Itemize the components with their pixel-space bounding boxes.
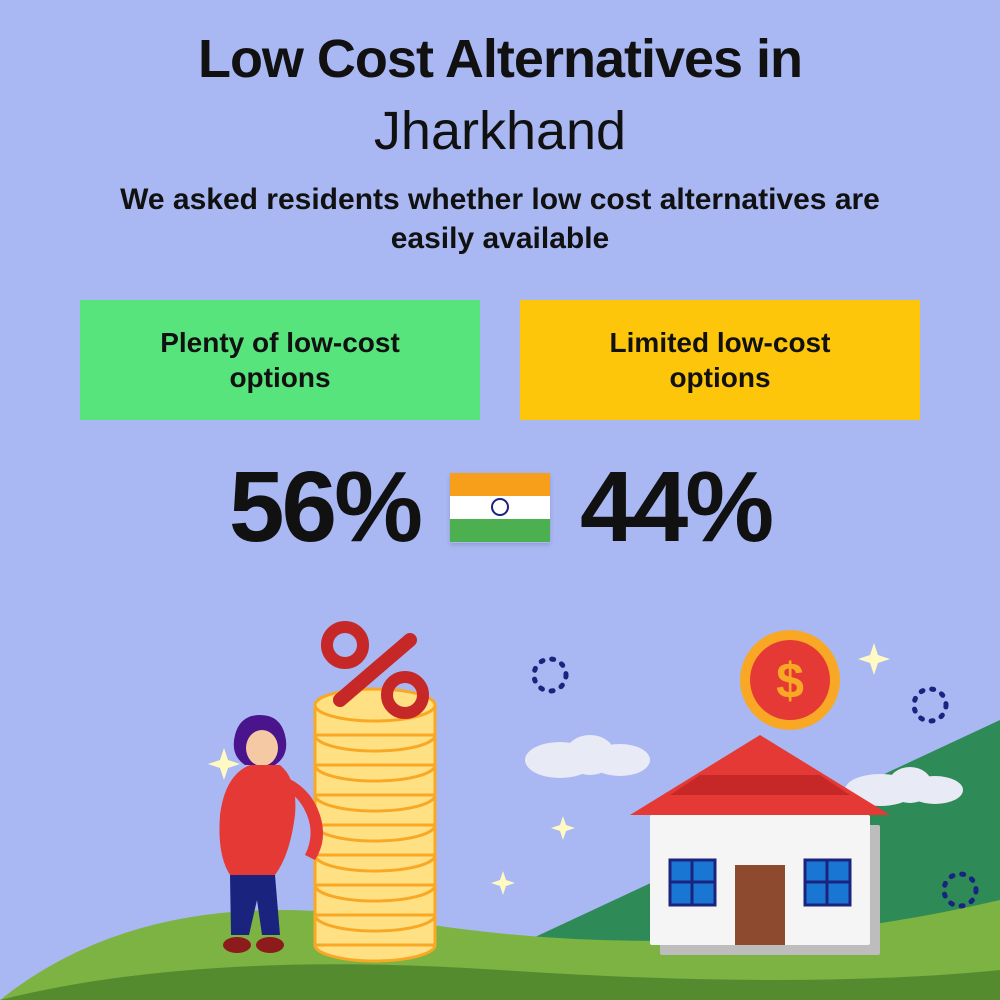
cloud-icon <box>525 735 650 778</box>
percent-row: 56% 44% <box>0 450 1000 565</box>
india-flag-icon <box>450 473 550 543</box>
illustration: $ <box>0 600 1000 1000</box>
title-line-2: Jharkhand <box>0 100 1000 162</box>
flag-saffron-stripe <box>450 473 550 496</box>
percent-plenty: 56% <box>229 450 420 565</box>
option-limited-label: Limited low-cost options <box>560 325 880 395</box>
svg-text:$: $ <box>776 653 804 709</box>
flag-green-stripe <box>450 519 550 542</box>
subtitle: We asked residents whether low cost alte… <box>100 180 900 258</box>
dollar-coin-icon: $ <box>740 630 840 730</box>
coin-stack-icon <box>315 689 435 961</box>
option-plenty-label: Plenty of low-cost options <box>120 325 440 395</box>
flag-white-stripe <box>450 496 550 519</box>
house-icon <box>630 735 890 955</box>
infographic-canvas: Low Cost Alternatives in Jharkhand We as… <box>0 0 1000 1000</box>
title-line-1: Low Cost Alternatives in <box>0 28 1000 90</box>
option-plenty: Plenty of low-cost options <box>80 300 480 420</box>
option-limited: Limited low-cost options <box>520 300 920 420</box>
percent-limited: 44% <box>580 450 771 565</box>
flag-chakra-icon <box>491 498 509 516</box>
options-row: Plenty of low-cost options Limited low-c… <box>0 300 1000 420</box>
